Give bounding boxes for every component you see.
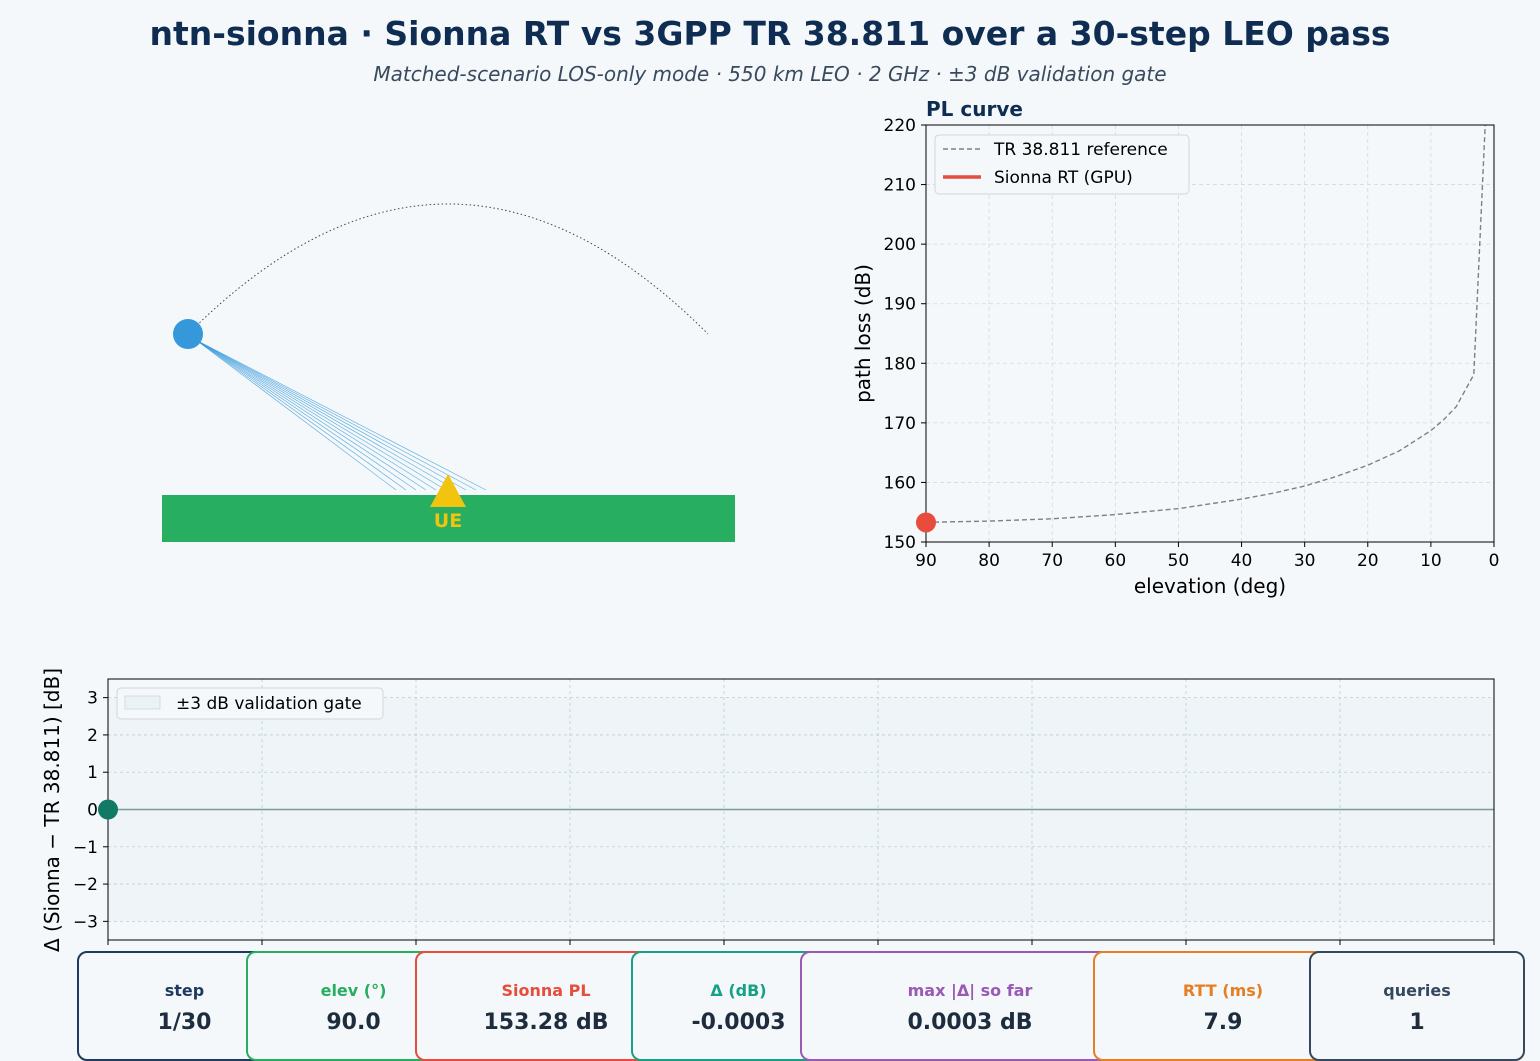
legend-label-gate: ±3 dB validation gate	[176, 694, 362, 714]
ray-line	[195, 339, 397, 491]
plot-frame	[925, 124, 1495, 543]
sionna-point	[916, 512, 936, 533]
ray-line	[195, 339, 477, 491]
ue-label: UE	[434, 510, 462, 532]
legend-swatch-gate	[124, 695, 161, 710]
y-tick-label: 160	[884, 473, 916, 493]
x-tick-label: 0	[1489, 551, 1500, 571]
metric-value: 1/30	[157, 1010, 212, 1035]
metric-label: step	[164, 981, 205, 1000]
y-axis-label: path loss (dB)	[851, 264, 875, 403]
x-tick-label: 30	[1294, 551, 1316, 571]
x-tick-label: 20	[1357, 551, 1379, 571]
metric-label: Sionna PL	[501, 981, 591, 1000]
delta-point	[98, 799, 118, 820]
legend-label-tr38811: TR 38.811 reference	[993, 140, 1168, 160]
x-tick-label: 80	[978, 551, 1000, 571]
metric-label: queries	[1383, 981, 1451, 1000]
metric-label: elev (°)	[320, 981, 387, 1000]
metric-value: -0.0003	[691, 1010, 786, 1035]
metric-value: 1	[1409, 1010, 1425, 1035]
x-axis-label: elevation (deg)	[1134, 574, 1286, 598]
y-tick-label: 220	[884, 116, 916, 136]
y-tick-label: 0	[87, 801, 98, 821]
orbit-arc	[187, 203, 709, 335]
metric-value: 90.0	[326, 1010, 381, 1035]
y-tick-label: 210	[884, 176, 916, 196]
metric-value: 153.28 dB	[483, 1010, 609, 1035]
legend: ±3 dB validation gate	[116, 687, 384, 720]
x-tick-label: 90	[915, 551, 937, 571]
y-tick-label: 170	[884, 414, 916, 434]
metric-card: max |Δ| so far 0.0003 dB	[800, 951, 1140, 1061]
legend-box	[116, 687, 384, 720]
x-tick-label: 40	[1231, 551, 1253, 571]
chart-title: PL curve	[926, 97, 1023, 121]
y-tick-label: 200	[884, 235, 916, 255]
ray-line	[195, 339, 427, 491]
y-tick-label: −2	[73, 875, 98, 895]
page-title: ntn-sionna · Sionna RT vs 3GPP TR 38.811…	[149, 14, 1391, 53]
series-line-tr38811	[926, 125, 1486, 523]
y-tick-label: 150	[884, 533, 916, 553]
y-tick-label: −1	[73, 838, 98, 858]
x-tick-label: 10	[1420, 551, 1442, 571]
metric-value: 7.9	[1203, 1010, 1243, 1035]
ray-line	[195, 339, 487, 491]
legend: TR 38.811 reference Sionna RT (GPU)	[934, 134, 1190, 195]
y-tick-label: 2	[87, 726, 98, 746]
metric-label: RTT (ms)	[1182, 981, 1264, 1000]
ray-bundle	[195, 339, 487, 491]
legend-box	[934, 134, 1190, 195]
satellite-icon	[173, 319, 203, 349]
metric-value: 0.0003 dB	[907, 1010, 1033, 1035]
metric-label: Δ (dB)	[710, 981, 767, 1000]
legend-label-sionna: Sionna RT (GPU)	[994, 168, 1133, 188]
y-tick-label: 190	[884, 295, 916, 315]
x-tick-label: 50	[1168, 551, 1190, 571]
page-subtitle: Matched-scenario LOS-only mode · 550 km …	[373, 62, 1167, 86]
y-tick-label: 1	[87, 763, 98, 783]
ray-line	[195, 339, 467, 491]
metric-card: queries 1	[1309, 951, 1525, 1061]
y-tick-label: 180	[884, 354, 916, 374]
x-tick-label: 60	[1105, 551, 1127, 571]
ray-line	[195, 339, 417, 491]
ray-line	[195, 339, 407, 491]
ray-line	[195, 339, 437, 491]
ray-line	[195, 339, 457, 491]
ue-icon	[430, 474, 466, 507]
x-tick-label: 70	[1041, 551, 1063, 571]
metric-label: max |Δ| so far	[907, 981, 1033, 1000]
ray-line	[195, 339, 447, 491]
y-tick-label: −3	[73, 912, 98, 932]
y-tick-label: 3	[87, 689, 98, 709]
y-axis-label: Δ (Sionna − TR 38.811) [dB]	[40, 668, 64, 952]
